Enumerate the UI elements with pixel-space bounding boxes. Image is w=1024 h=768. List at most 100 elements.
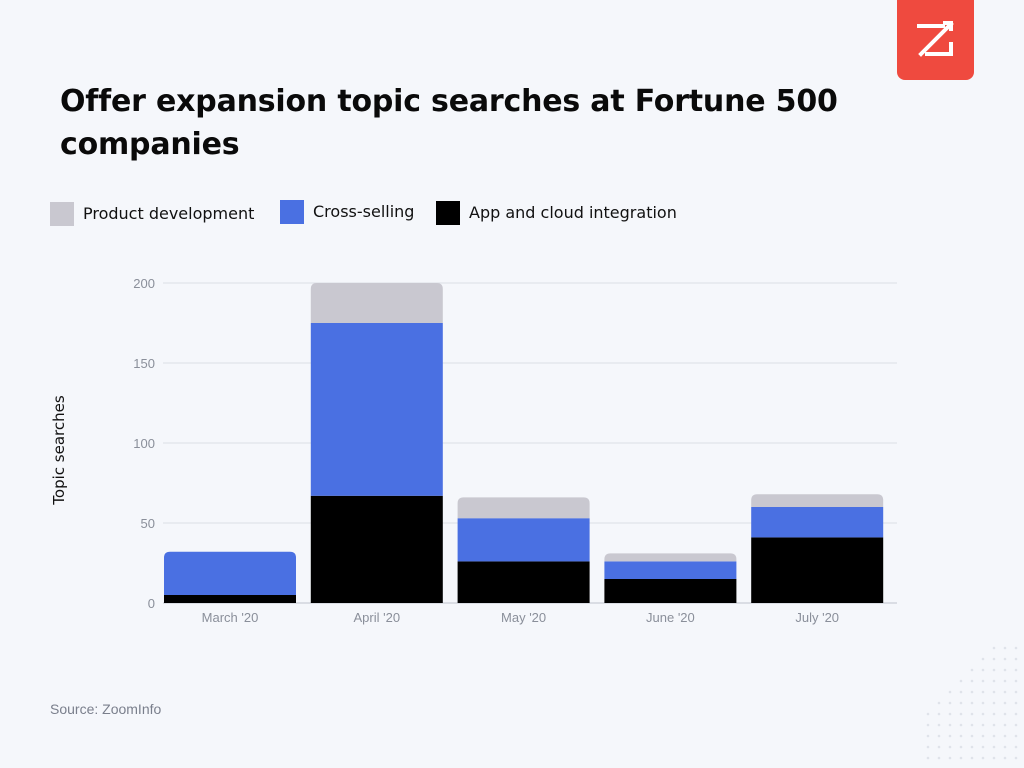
decorative-dot xyxy=(1014,690,1018,694)
bar-may-20-product-development xyxy=(457,497,590,519)
decorative-dot xyxy=(981,745,985,749)
decorative-dot xyxy=(1003,668,1007,672)
decorative-dot xyxy=(937,712,941,716)
decorative-dot xyxy=(981,723,985,727)
y-axis-label: Topic searches xyxy=(50,395,68,506)
decorative-dot xyxy=(948,712,952,716)
decorative-dot xyxy=(1003,712,1007,716)
decorative-dot xyxy=(948,745,952,749)
source-note: Source: ZoomInfo xyxy=(50,701,162,717)
decorative-dot xyxy=(959,679,963,683)
bar-june-20-product-development xyxy=(604,553,737,562)
decorative-dot xyxy=(981,690,985,694)
decorative-dot xyxy=(959,745,963,749)
decorative-dot xyxy=(1003,690,1007,694)
decorative-dot xyxy=(1014,701,1018,705)
x-tick-label-1: April '20 xyxy=(354,610,401,625)
x-tick-label-2: May '20 xyxy=(501,610,546,625)
zoominfo-z-logo-icon xyxy=(917,21,954,57)
decorative-dot xyxy=(992,668,996,672)
decorative-dot xyxy=(937,745,941,749)
decorative-dot xyxy=(937,723,941,727)
decorative-dot xyxy=(959,701,963,705)
decorative-dot xyxy=(981,712,985,716)
decorative-dot xyxy=(1003,701,1007,705)
decorative-dot xyxy=(959,690,963,694)
decorative-dot xyxy=(992,657,996,661)
decorative-dot xyxy=(1014,745,1018,749)
decorative-dot xyxy=(992,646,996,650)
decorative-dot xyxy=(959,756,963,760)
chart-title: Offer expansion topic searches at Fortun… xyxy=(60,84,838,162)
decorative-dot xyxy=(1014,679,1018,683)
decorative-dot xyxy=(1014,712,1018,716)
decorative-dot xyxy=(1003,679,1007,683)
decorative-dot xyxy=(1003,723,1007,727)
decorative-dot xyxy=(970,668,974,672)
decorative-dot xyxy=(948,701,952,705)
decorative-dot-pattern xyxy=(926,646,1018,760)
decorative-dot xyxy=(992,734,996,738)
decorative-dot xyxy=(970,723,974,727)
decorative-dot xyxy=(981,701,985,705)
legend-swatch-product-development xyxy=(50,202,74,226)
bar-april-20-cross-selling xyxy=(310,323,443,496)
legend-swatch-cross-selling xyxy=(280,200,304,224)
decorative-dot xyxy=(981,734,985,738)
decorative-dot xyxy=(948,690,952,694)
decorative-dot xyxy=(1014,756,1018,760)
bar-march-20-app-and-cloud-integration xyxy=(164,595,296,603)
decorative-dot xyxy=(959,723,963,727)
decorative-dot xyxy=(992,679,996,683)
bar-may-20-cross-selling xyxy=(457,518,590,562)
decorative-dot xyxy=(981,657,985,661)
decorative-dot xyxy=(1003,734,1007,738)
decorative-dot xyxy=(926,734,930,738)
x-tick-label-3: June '20 xyxy=(646,610,695,625)
bar-july-20-app-and-cloud-integration xyxy=(751,537,884,603)
decorative-dot xyxy=(1003,657,1007,661)
decorative-dot xyxy=(926,712,930,716)
decorative-dot xyxy=(992,745,996,749)
decorative-dot xyxy=(970,756,974,760)
legend-swatch-app-and-cloud-integration xyxy=(436,201,460,225)
decorative-dot xyxy=(937,701,941,705)
decorative-dot xyxy=(1003,745,1007,749)
decorative-dot xyxy=(937,756,941,760)
bar-may-20-app-and-cloud-integration xyxy=(457,561,590,603)
zoominfo-logo xyxy=(897,0,974,80)
decorative-dot xyxy=(992,723,996,727)
decorative-dot xyxy=(1014,723,1018,727)
bar-june-20-cross-selling xyxy=(604,561,737,579)
decorative-dot xyxy=(1014,668,1018,672)
decorative-dot xyxy=(1014,646,1018,650)
decorative-dot xyxy=(948,734,952,738)
decorative-dot xyxy=(992,712,996,716)
decorative-dot xyxy=(970,712,974,716)
decorative-dot xyxy=(1003,756,1007,760)
decorative-dot xyxy=(970,745,974,749)
decorative-dot xyxy=(948,723,952,727)
y-tick-label-0: 0 xyxy=(148,596,155,611)
bar-april-20-product-development xyxy=(310,283,443,323)
y-tick-label-100: 100 xyxy=(133,436,155,451)
decorative-dot xyxy=(926,756,930,760)
decorative-dot xyxy=(981,756,985,760)
decorative-dot xyxy=(1003,646,1007,650)
decorative-dot xyxy=(970,734,974,738)
decorative-dot xyxy=(970,679,974,683)
decorative-dot xyxy=(1014,657,1018,661)
bar-july-20-product-development xyxy=(751,494,884,507)
bar-june-20-app-and-cloud-integration xyxy=(604,579,737,603)
decorative-dot xyxy=(981,679,985,683)
decorative-dot xyxy=(948,756,952,760)
legend-label-cross-selling: Cross-selling xyxy=(313,202,415,221)
bar-march-20-cross-selling xyxy=(164,551,296,595)
legend-label-app-and-cloud-integration: App and cloud integration xyxy=(469,203,677,222)
legend-label-product-development: Product development xyxy=(83,204,255,223)
decorative-dot xyxy=(959,712,963,716)
decorative-dot xyxy=(992,756,996,760)
decorative-dot xyxy=(992,701,996,705)
decorative-dot xyxy=(992,690,996,694)
